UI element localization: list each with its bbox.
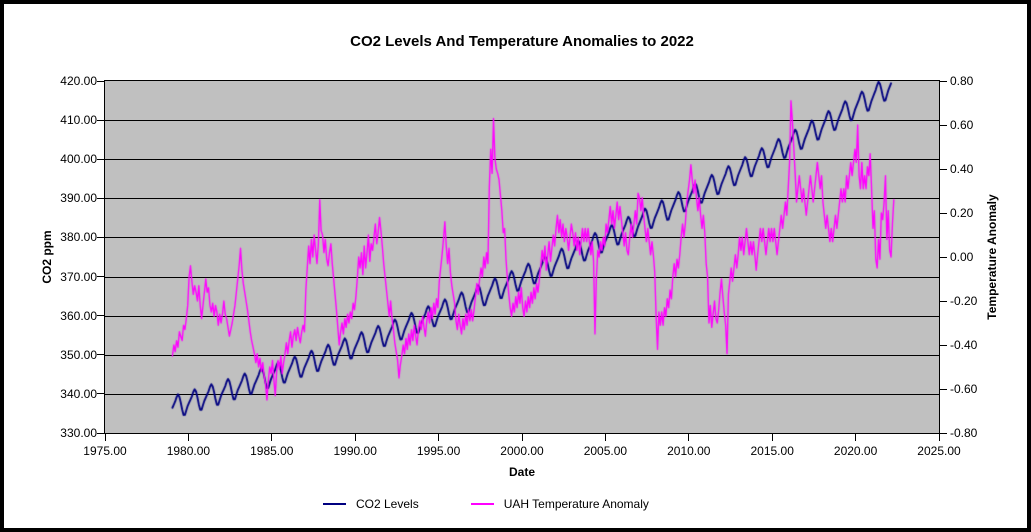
left-tick-label: 340.00 bbox=[60, 386, 97, 401]
left-tick-mark bbox=[97, 80, 104, 82]
right-tick-label: 0.80 bbox=[950, 74, 974, 88]
x-tick-label: 1990.00 bbox=[333, 444, 377, 458]
x-tick-mark bbox=[771, 434, 773, 441]
x-tick-mark bbox=[104, 434, 106, 441]
chart-title: CO2 Levels And Temperature Anomalies to … bbox=[350, 33, 694, 50]
x-axis-title: Date bbox=[508, 465, 535, 479]
legend-item: UAH Temperature Anomaly bbox=[470, 496, 649, 512]
legend-line-swatch bbox=[470, 503, 494, 505]
left-tick-label: 330.00 bbox=[60, 426, 97, 440]
right-tick-mark bbox=[940, 212, 947, 214]
x-tick-label: 1980.00 bbox=[166, 444, 211, 458]
left-tick-label: 360.00 bbox=[60, 308, 97, 323]
right-tick-mark bbox=[940, 432, 947, 434]
left-tick-mark bbox=[97, 432, 104, 434]
left-tick-mark bbox=[97, 393, 104, 395]
right-tick-label: -0.80 bbox=[950, 426, 978, 440]
left-tick-label: 370.00 bbox=[60, 269, 97, 284]
left-axis-title: CO2 ppm bbox=[40, 230, 54, 284]
left-tick-mark bbox=[97, 119, 104, 121]
x-tick-mark bbox=[938, 434, 940, 441]
x-tick-label: 2025.00 bbox=[917, 444, 961, 458]
x-tick-label: 1985.00 bbox=[250, 444, 294, 458]
left-tick-label: 420.00 bbox=[60, 74, 97, 88]
right-tick-mark bbox=[940, 124, 947, 126]
legend-label: CO2 Levels bbox=[356, 497, 419, 511]
right-tick-label: 0.60 bbox=[950, 118, 974, 132]
right-tick-label: 0.40 bbox=[950, 162, 974, 176]
left-tick-mark bbox=[97, 315, 104, 317]
x-tick-label: 2015.00 bbox=[750, 444, 794, 458]
x-tick-mark bbox=[521, 434, 523, 441]
left-tick-mark bbox=[97, 354, 104, 356]
right-axis-title: Temperature Anomaly bbox=[985, 194, 999, 320]
series-canvas bbox=[105, 81, 939, 433]
left-tick-mark bbox=[97, 197, 104, 199]
right-tick-mark bbox=[940, 256, 947, 258]
x-tick-label: 1995.00 bbox=[416, 444, 461, 458]
left-tick-mark bbox=[97, 236, 104, 238]
x-tick-label: 2020.00 bbox=[833, 444, 878, 458]
x-tick-label: 2000.00 bbox=[500, 444, 544, 458]
x-tick-label: 2010.00 bbox=[667, 444, 711, 458]
x-tick-mark bbox=[187, 434, 189, 441]
x-tick-mark bbox=[354, 434, 356, 441]
right-tick-label: 0.00 bbox=[950, 250, 974, 264]
x-tick-mark bbox=[271, 434, 273, 441]
right-tick-label: 0.20 bbox=[950, 206, 974, 220]
left-tick-label: 390.00 bbox=[60, 191, 97, 206]
x-tick-label: 1975.00 bbox=[83, 444, 127, 458]
right-tick-label: -0.40 bbox=[950, 338, 978, 352]
x-tick-label: 2005.00 bbox=[583, 444, 628, 458]
right-tick-mark bbox=[940, 344, 947, 346]
legend-label: UAH Temperature Anomaly bbox=[503, 497, 649, 511]
x-tick-mark bbox=[688, 434, 690, 441]
x-tick-mark bbox=[438, 434, 440, 441]
legend-line-swatch bbox=[323, 503, 346, 505]
right-tick-mark bbox=[940, 388, 947, 390]
left-tick-mark bbox=[97, 158, 104, 160]
right-tick-label: -0.20 bbox=[950, 294, 978, 308]
right-tick-label: -0.60 bbox=[950, 382, 978, 396]
plot-area bbox=[104, 80, 940, 434]
right-tick-mark bbox=[940, 300, 947, 302]
left-tick-label: 410.00 bbox=[60, 113, 97, 128]
x-tick-mark bbox=[604, 434, 606, 441]
right-tick-mark bbox=[940, 80, 947, 82]
legend-item: CO2 Levels bbox=[323, 496, 419, 512]
left-tick-mark bbox=[97, 276, 104, 278]
left-tick-label: 400.00 bbox=[60, 152, 97, 167]
x-tick-mark bbox=[855, 434, 857, 441]
left-tick-label: 350.00 bbox=[60, 347, 97, 362]
left-tick-label: 380.00 bbox=[60, 230, 97, 245]
legend: CO2 Levels UAH Temperature Anomaly bbox=[323, 496, 649, 512]
right-tick-mark bbox=[940, 168, 947, 170]
